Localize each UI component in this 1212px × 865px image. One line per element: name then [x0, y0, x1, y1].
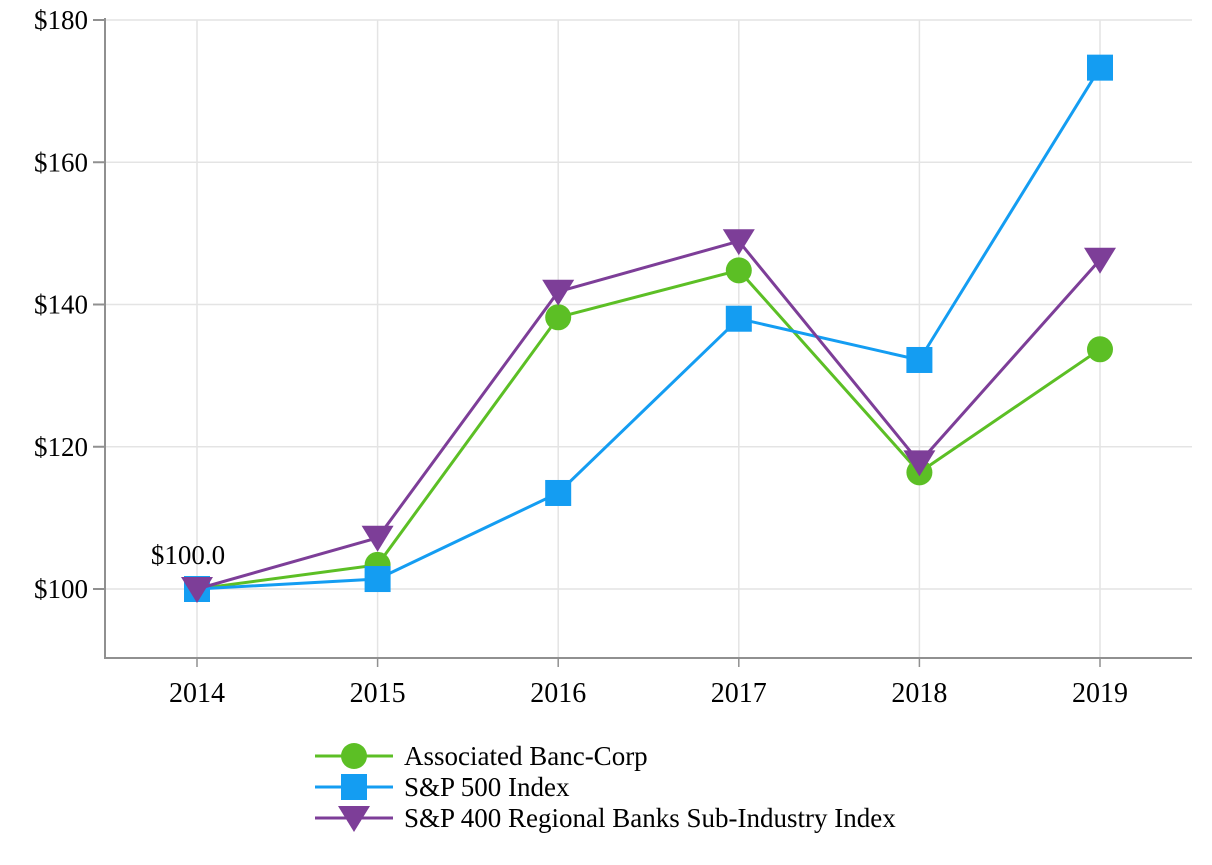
series-marker-s-p-400-regional-banks-sub-industry-index: [542, 279, 575, 306]
series-line-s-p-500-index: [196, 66, 1102, 591]
series-marker-associated-banc-corp: [725, 257, 752, 284]
legend-marker-circle-icon: [341, 743, 367, 769]
series-line-associated-banc-corp: [196, 268, 1101, 591]
legend-item-s-p-500-index: S&P 500 Index: [315, 772, 570, 802]
legend-label: S&P 500 Index: [404, 772, 570, 802]
point-annotation: $100.0: [151, 540, 225, 570]
series-marker-associated-banc-corp: [1087, 336, 1113, 363]
series-marker-s-p-500-index: [725, 305, 752, 332]
legend-label: S&P 400 Regional Banks Sub-Industry Inde…: [404, 803, 896, 833]
series-marker-s-p-400-regional-banks-sub-industry-index: [1084, 247, 1116, 274]
x-tick-label: 2016: [530, 678, 586, 709]
series-marker-s-p-400-regional-banks-sub-industry-index: [722, 229, 755, 256]
y-tick-label: $180: [34, 5, 88, 35]
series-marker-s-p-500-index: [545, 479, 572, 506]
series-marker-s-p-500-index: [1087, 54, 1113, 81]
series-marker-s-p-400-regional-banks-sub-industry-index: [181, 577, 213, 603]
y-tick-label: $100: [34, 574, 88, 604]
x-tick-label: 2014: [169, 678, 225, 709]
legend-marker-square-icon: [341, 774, 367, 800]
series-marker-s-p-500-index: [906, 346, 933, 373]
y-tick-label: $140: [34, 290, 88, 320]
legend-marker-triangle-down-icon: [338, 806, 370, 832]
legend-label: Associated Banc-Corp: [404, 741, 648, 771]
x-tick-label: 2017: [711, 678, 767, 709]
series-line-s-p-400-regional-banks-sub-industry-index: [196, 239, 1102, 591]
x-tick-label: 2015: [350, 678, 406, 709]
series-marker-s-p-400-regional-banks-sub-industry-index: [903, 450, 936, 477]
y-tick-label: $120: [34, 432, 88, 462]
legend-item-s-p-400-regional-banks-sub-industry-index: S&P 400 Regional Banks Sub-Industry Inde…: [315, 803, 896, 833]
series-marker-s-p-500-index: [364, 566, 391, 593]
legend-item-associated-banc-corp: Associated Banc-Corp: [315, 741, 648, 771]
x-tick-label: 2019: [1072, 678, 1128, 709]
series-marker-associated-banc-corp: [545, 304, 572, 331]
y-tick-label: $160: [34, 147, 88, 177]
series-marker-s-p-400-regional-banks-sub-industry-index: [361, 525, 394, 552]
x-tick-label: 2018: [891, 678, 947, 709]
